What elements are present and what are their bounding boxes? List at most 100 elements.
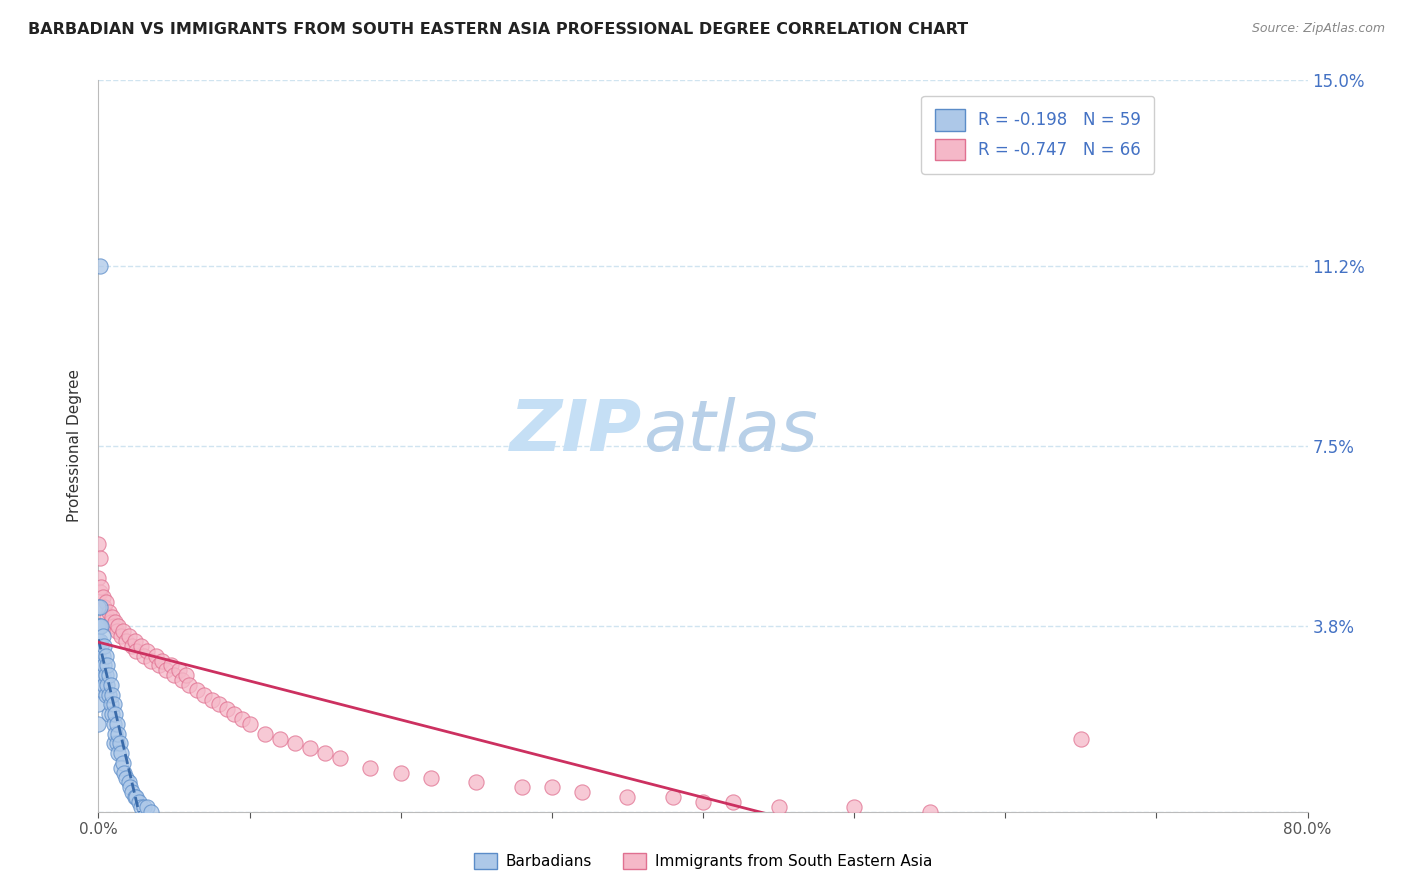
Point — [239, 717, 262, 731]
Point — [111, 756, 134, 770]
Point — [141, 654, 163, 668]
Point — [129, 639, 152, 653]
Point — [91, 648, 114, 663]
Point — [120, 780, 142, 795]
Point — [90, 658, 112, 673]
Point — [89, 551, 111, 566]
Point — [103, 736, 125, 750]
Point — [1070, 731, 1092, 746]
Legend: Barbadians, Immigrants from South Eastern Asia: Barbadians, Immigrants from South Easter… — [468, 847, 938, 875]
Point — [91, 668, 114, 682]
Point — [111, 624, 134, 639]
Point — [89, 634, 111, 648]
Point — [104, 707, 127, 722]
Point — [108, 736, 131, 750]
Point — [98, 605, 121, 619]
Point — [141, 805, 163, 819]
Point — [269, 731, 291, 746]
Point — [723, 795, 745, 809]
Point — [118, 629, 141, 643]
Point — [105, 717, 128, 731]
Point — [91, 629, 114, 643]
Point — [87, 648, 110, 663]
Text: atlas: atlas — [643, 397, 817, 466]
Point — [329, 751, 352, 765]
Text: Source: ZipAtlas.com: Source: ZipAtlas.com — [1251, 22, 1385, 36]
Point — [129, 800, 152, 814]
Point — [94, 688, 117, 702]
Point — [100, 615, 122, 629]
Point — [104, 727, 127, 741]
Point — [124, 790, 146, 805]
Point — [93, 678, 115, 692]
Point — [571, 785, 593, 799]
Point — [179, 678, 201, 692]
Point — [103, 698, 125, 712]
Point — [135, 800, 157, 814]
Point — [114, 771, 136, 785]
Point — [87, 599, 110, 614]
Point — [163, 668, 186, 682]
Point — [918, 805, 941, 819]
Point — [100, 698, 122, 712]
Point — [107, 727, 129, 741]
Point — [91, 590, 114, 604]
Point — [314, 746, 336, 760]
Point — [145, 648, 167, 663]
Point — [299, 741, 322, 756]
Point — [87, 571, 110, 585]
Point — [224, 707, 246, 722]
Point — [103, 619, 125, 633]
Point — [89, 619, 111, 633]
Point — [98, 707, 121, 722]
Point — [121, 639, 143, 653]
Point — [112, 765, 135, 780]
Point — [105, 624, 128, 639]
Point — [121, 785, 143, 799]
Point — [98, 668, 121, 682]
Point — [101, 688, 124, 702]
Point — [87, 619, 110, 633]
Point — [768, 800, 790, 814]
Point — [90, 581, 112, 595]
Point — [124, 634, 146, 648]
Point — [104, 615, 127, 629]
Point — [167, 663, 190, 677]
Point — [96, 678, 118, 692]
Point — [87, 717, 110, 731]
Point — [616, 790, 638, 805]
Point — [231, 712, 253, 726]
Point — [160, 658, 183, 673]
Point — [89, 259, 111, 273]
Point — [284, 736, 307, 750]
Point — [89, 585, 111, 599]
Point — [360, 761, 382, 775]
Point — [98, 688, 121, 702]
Point — [90, 639, 112, 653]
Point — [94, 595, 117, 609]
Point — [215, 702, 238, 716]
Point — [135, 644, 157, 658]
Point — [193, 688, 215, 702]
Point — [420, 771, 443, 785]
Point — [118, 775, 141, 789]
Point — [186, 682, 208, 697]
Point — [125, 790, 148, 805]
Point — [107, 746, 129, 760]
Point — [87, 668, 110, 682]
Point — [89, 599, 111, 614]
Point — [96, 658, 118, 673]
Point — [661, 790, 683, 805]
Point — [692, 795, 714, 809]
Point — [107, 619, 129, 633]
Point — [174, 668, 197, 682]
Point — [125, 644, 148, 658]
Point — [132, 800, 155, 814]
Point — [128, 795, 150, 809]
Point — [96, 609, 118, 624]
Point — [110, 746, 132, 760]
Point — [93, 658, 115, 673]
Point — [103, 717, 125, 731]
Point — [110, 629, 132, 643]
Point — [110, 761, 132, 775]
